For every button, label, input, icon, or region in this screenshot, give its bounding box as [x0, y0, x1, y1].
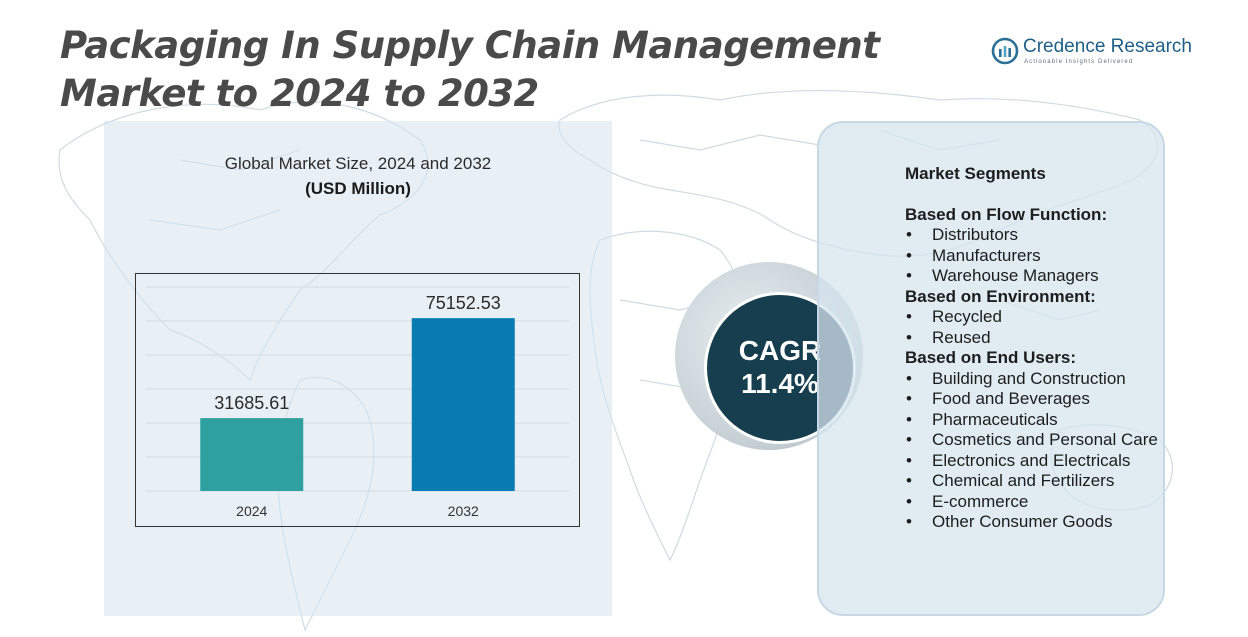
page-title: Packaging In Supply Chain Management Mar… [60, 24, 880, 115]
bar-2024 [200, 418, 304, 491]
segment-item: Other Consumer Goods [905, 512, 1165, 533]
segment-group-title: Based on Flow Function: [905, 204, 1108, 224]
chart-panel [104, 121, 612, 616]
x-tick-label-2024: 2024 [236, 503, 267, 519]
logo-tagline: Actionable Insights Delivered [1024, 59, 1134, 65]
chart-heading: Global Market Size, 2024 and 2032 (USD M… [104, 152, 612, 202]
credence-logo-icon [991, 37, 1019, 65]
segment-item: Warehouse Managers [905, 266, 1165, 287]
bar-2032 [411, 318, 515, 491]
segment-list: RecycledReused [905, 307, 1165, 348]
segment-item: Manufacturers [905, 246, 1165, 267]
cagr-label: CAGR [738, 335, 822, 366]
chart-subtitle: (USD Million) [305, 179, 411, 198]
segment-item: Reused [905, 328, 1165, 349]
segment-item: Distributors [905, 225, 1165, 246]
segment-item: Building and Construction [905, 369, 1165, 390]
segment-item: E-commerce [905, 492, 1165, 513]
segment-item: Recycled [905, 307, 1165, 328]
segment-item: Cosmetics and Personal Care [905, 430, 1165, 451]
chart-title: Global Market Size, 2024 and 2032 [224, 154, 492, 173]
segment-group-title: Based on Environment: [905, 286, 1096, 306]
logo: Credence Research Actionable Insights De… [990, 36, 1192, 70]
market-segments: Market Segments Based on Flow Function:D… [905, 164, 1165, 533]
logo-name: Credence Research [1023, 36, 1192, 57]
value-label-2024: 31685.61 [214, 393, 289, 413]
segment-item: Food and Beverages [905, 389, 1165, 410]
segment-item: Pharmaceuticals [905, 410, 1165, 431]
cagr-value: 11.4% [741, 368, 819, 399]
segment-item: Chemical and Fertilizers [905, 471, 1165, 492]
segment-list: Building and ConstructionFood and Bevera… [905, 369, 1165, 533]
bar-chart-plot: 31685.61 2024 75152.53 2032 [146, 286, 569, 519]
segment-list: DistributorsManufacturersWarehouse Manag… [905, 225, 1165, 287]
segment-item: Electronics and Electricals [905, 451, 1165, 472]
bar-chart: 31685.61 2024 75152.53 2032 [135, 273, 580, 527]
segment-group-title: Based on End Users: [905, 348, 1076, 367]
x-tick-label-2032: 2032 [448, 503, 479, 519]
segment-groups: Based on Flow Function:DistributorsManuf… [905, 205, 1165, 533]
value-label-2032: 75152.53 [426, 293, 501, 313]
segments-title: Market Segments [905, 164, 1046, 183]
